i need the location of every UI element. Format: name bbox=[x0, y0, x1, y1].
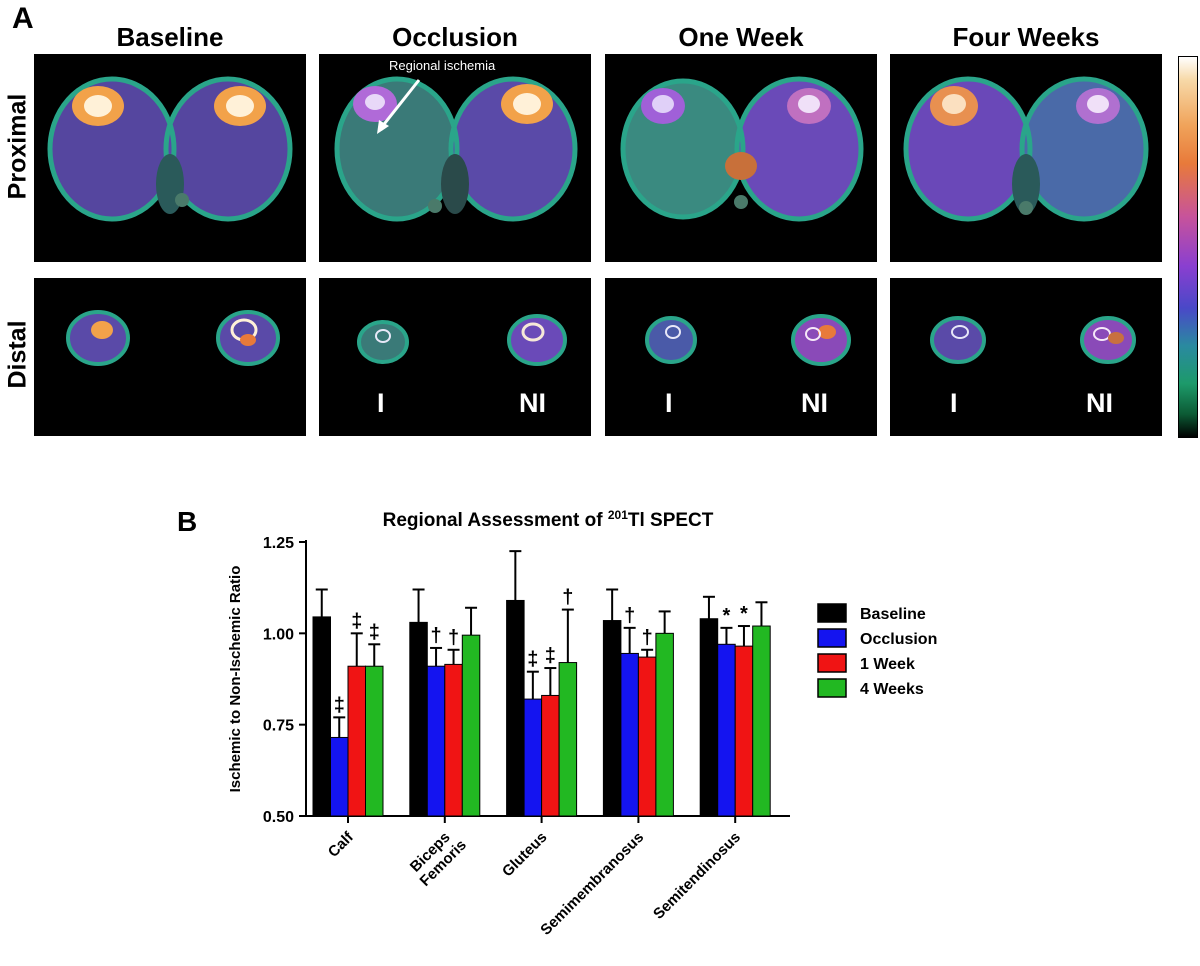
ischemic-limb-label: I bbox=[950, 388, 958, 418]
legend-swatch bbox=[817, 653, 847, 673]
bar bbox=[541, 694, 560, 817]
thigh-cross-section-image bbox=[620, 76, 864, 222]
column-title-occlusion: Occlusion bbox=[392, 22, 518, 52]
ischemic-limb-label: I bbox=[377, 388, 385, 418]
significance-mark: † bbox=[562, 587, 573, 609]
x-tick-label: Calf bbox=[325, 828, 358, 861]
bar bbox=[734, 645, 754, 817]
proximal-tile-occlusion: Regional ischemia bbox=[319, 54, 591, 262]
bar bbox=[365, 665, 384, 817]
bar bbox=[330, 736, 349, 817]
legend-swatch bbox=[817, 628, 847, 648]
significance-mark: ‡ bbox=[351, 610, 362, 632]
row-label-distal: Distal bbox=[3, 320, 32, 389]
legend-swatch bbox=[817, 678, 847, 698]
intensity-colorbar bbox=[1178, 56, 1198, 438]
significance-mark: * bbox=[740, 603, 748, 625]
thigh-cross-section-image bbox=[334, 76, 578, 222]
x-tick-label: BicepsFemoris bbox=[405, 825, 470, 890]
bar bbox=[655, 632, 674, 817]
bar bbox=[752, 625, 771, 817]
bar bbox=[409, 621, 428, 817]
significance-mark: * bbox=[723, 605, 731, 627]
column-title-baseline: Baseline bbox=[116, 22, 224, 52]
significance-mark: † bbox=[448, 627, 459, 649]
legend-label: Occlusion bbox=[860, 631, 937, 648]
bar bbox=[523, 698, 543, 817]
proximal-tile-baseline bbox=[34, 54, 306, 262]
thigh-cross-section-image bbox=[47, 76, 293, 222]
distal-tile-four-weeks: I NI bbox=[890, 278, 1162, 436]
thigh-cross-section-image bbox=[903, 76, 1149, 222]
chart-title: Regional Assessment of 201Tl SPECT bbox=[383, 508, 714, 531]
non-ischemic-limb-label: NI bbox=[801, 388, 828, 418]
significance-mark: † bbox=[430, 625, 441, 647]
row-label-proximal: Proximal bbox=[3, 93, 32, 200]
x-tick-label: Semimembranosus bbox=[537, 829, 647, 939]
panel-b-letter: B bbox=[177, 506, 198, 537]
regional-ischemia-annotation: Regional ischemia bbox=[389, 58, 496, 73]
proximal-tile-one-week bbox=[605, 54, 877, 262]
ischemia-arrow-icon bbox=[377, 79, 421, 134]
calf-cross-section-image bbox=[66, 310, 280, 366]
bar-chart: Regional Assessment of 201Tl SPECT 0.50 0.… bbox=[227, 508, 937, 939]
legend-swatch bbox=[817, 603, 847, 623]
calf-cross-section-image bbox=[930, 316, 1136, 364]
significance-mark: ‡ bbox=[334, 694, 345, 716]
y-tick-label: 1.00 bbox=[263, 626, 294, 643]
non-ischemic-limb-label: NI bbox=[1086, 388, 1113, 418]
bar bbox=[699, 618, 719, 817]
bar bbox=[602, 620, 622, 817]
distal-tile-occlusion: I NI bbox=[319, 278, 591, 436]
panel-a-letter: A bbox=[12, 2, 34, 35]
bar bbox=[444, 663, 463, 817]
bar bbox=[461, 634, 481, 817]
bar bbox=[558, 662, 578, 817]
y-axis-label: Ischemic to Non-Ischemic Ratio bbox=[227, 566, 244, 793]
proximal-tile-four-weeks bbox=[890, 54, 1162, 262]
column-title-four-weeks: Four Weeks bbox=[952, 22, 1100, 52]
ischemic-limb-label: I bbox=[665, 388, 673, 418]
bar bbox=[620, 652, 639, 817]
y-tick-label: 0.75 bbox=[263, 718, 294, 735]
column-title-one-week: One Week bbox=[678, 22, 804, 52]
bar bbox=[312, 616, 331, 817]
x-tick-label: Gluteus bbox=[499, 829, 551, 881]
significance-mark: ‡ bbox=[527, 649, 538, 671]
y-tick-label: 1.25 bbox=[263, 535, 294, 552]
calf-cross-section-image bbox=[645, 314, 851, 366]
x-tick-label: Semitendinosus bbox=[650, 829, 744, 923]
distal-tile-baseline bbox=[34, 278, 306, 436]
non-ischemic-limb-label: NI bbox=[519, 388, 546, 418]
significance-mark: ‡ bbox=[545, 645, 556, 667]
significance-mark: † bbox=[624, 605, 635, 627]
bar bbox=[506, 599, 525, 817]
y-tick-label: 0.50 bbox=[263, 809, 294, 826]
distal-tile-one-week: I NI bbox=[605, 278, 877, 436]
legend-label: 4 Weeks bbox=[860, 681, 924, 698]
legend-label: Baseline bbox=[860, 606, 926, 623]
significance-mark: ‡ bbox=[369, 621, 380, 643]
bar bbox=[426, 665, 446, 817]
calf-cross-section-image bbox=[357, 314, 567, 366]
legend-label: 1 Week bbox=[860, 656, 915, 673]
significance-mark: † bbox=[642, 627, 653, 649]
bar bbox=[717, 643, 736, 817]
bar bbox=[637, 656, 657, 817]
bar bbox=[347, 665, 366, 817]
